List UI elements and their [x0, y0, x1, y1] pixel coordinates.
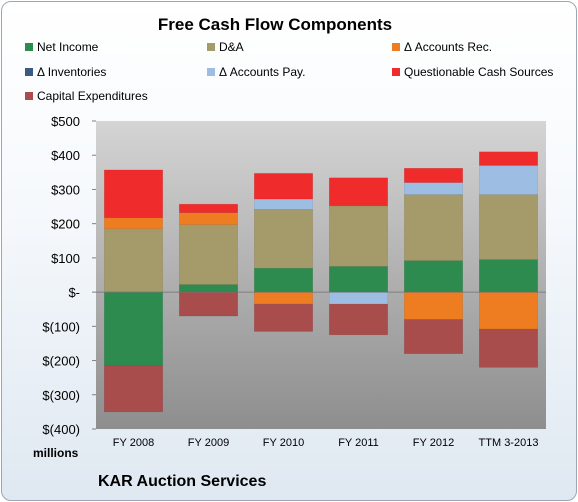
y-axis-ticks: $500 $400 $300 $200 $100 $- $(100) $(200) $(300)…	[42, 114, 96, 437]
bar-segment	[404, 182, 463, 195]
bar-segment	[404, 167, 463, 183]
bars	[96, 151, 546, 413]
y-tick-label: $500	[51, 114, 80, 129]
x-tick-label: FY 2010	[263, 437, 304, 449]
y-tick-label: $(400)	[42, 422, 80, 437]
bar-segment	[179, 212, 238, 225]
bar-segment	[179, 291, 238, 317]
company-name: KAR Auction Services	[98, 473, 267, 490]
legend-label: Δ Accounts Rec.	[404, 40, 493, 54]
legend-swatch	[392, 43, 400, 51]
bar-segment	[479, 328, 538, 368]
bar-segment	[329, 303, 388, 336]
bar-segment	[179, 284, 238, 293]
bar-segment	[104, 217, 163, 230]
bar-segment	[479, 291, 538, 330]
bar-segment	[479, 259, 538, 293]
legend-label: D&A	[219, 40, 244, 54]
bar-segment	[104, 228, 163, 293]
chart-title: Free Cash Flow Components	[157, 15, 393, 34]
y-tick-label: $200	[51, 217, 80, 232]
legend-swatch	[207, 43, 215, 51]
bar-segment	[479, 194, 538, 260]
bar-segment	[254, 291, 313, 305]
legend-label: Δ Inventories	[37, 65, 107, 79]
legend-swatch	[25, 43, 33, 51]
bar-segment	[254, 303, 313, 332]
bar-segment	[329, 266, 388, 293]
bar-segment	[329, 205, 388, 267]
x-tick-label: FY 2008	[113, 437, 154, 449]
x-tick-label: FY 2012	[413, 437, 454, 449]
bar-segment	[329, 177, 388, 207]
x-tick-label: TTM 3-2013	[479, 437, 539, 449]
x-tick-label: FY 2011	[338, 437, 379, 449]
legend-swatch	[25, 68, 33, 76]
legend-label: Δ Accounts Pay.	[219, 65, 306, 79]
bar-segment	[104, 365, 163, 413]
bar-segment	[179, 203, 238, 213]
x-tick-label: FY 2009	[188, 437, 229, 449]
y-tick-label: $-	[68, 285, 80, 300]
bar-segment	[404, 319, 463, 354]
y-tick-label: $300	[51, 182, 80, 197]
bar-segment	[104, 291, 163, 366]
legend-label: Net Income	[37, 40, 99, 54]
units-label: millions	[33, 446, 79, 460]
bar-segment	[329, 291, 388, 305]
bar-segment	[479, 151, 538, 166]
legend-label: Questionable Cash Sources	[404, 65, 554, 79]
y-tick-label: $(100)	[42, 319, 80, 334]
legend-swatch	[25, 92, 33, 100]
y-tick-label: $400	[51, 148, 80, 163]
bar-segment	[254, 209, 313, 269]
legend-swatch	[392, 68, 400, 76]
x-axis-ticks: FY 2008 FY 2009 FY 2010 FY 2011 FY 2012 TTM 3…	[113, 437, 539, 449]
y-tick-label: $(300)	[42, 388, 80, 403]
bar-segment	[254, 173, 313, 200]
y-tick-label: $100	[51, 251, 80, 266]
bar-segment	[104, 169, 163, 219]
bar-segment	[479, 165, 538, 195]
bar-segment	[404, 291, 463, 320]
bar-segment	[254, 198, 313, 210]
bar-segment	[179, 224, 238, 285]
legend-swatch	[207, 68, 215, 76]
y-tick-label: $(200)	[42, 354, 80, 369]
bar-segment	[404, 260, 463, 293]
legend-label: Capital Expenditures	[37, 89, 148, 103]
plot-background	[96, 121, 546, 429]
bar-segment	[404, 194, 463, 261]
bar-segment	[254, 267, 313, 293]
